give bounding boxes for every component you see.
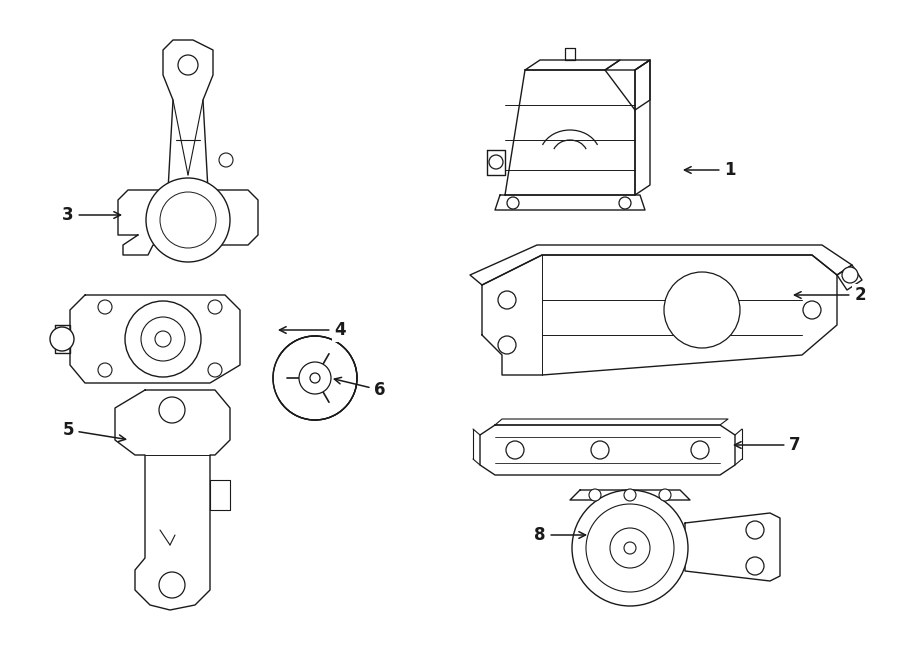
Circle shape [803, 301, 821, 319]
Circle shape [664, 272, 740, 348]
Circle shape [159, 397, 185, 423]
Polygon shape [118, 40, 258, 255]
Circle shape [498, 336, 516, 354]
Circle shape [159, 572, 185, 598]
Polygon shape [480, 425, 735, 475]
Polygon shape [482, 255, 837, 375]
Polygon shape [685, 513, 780, 581]
Circle shape [842, 267, 858, 283]
Polygon shape [605, 60, 650, 70]
Polygon shape [565, 48, 575, 60]
Circle shape [746, 521, 764, 539]
Circle shape [155, 331, 171, 347]
Circle shape [507, 197, 519, 209]
Circle shape [586, 504, 674, 592]
Circle shape [489, 155, 503, 169]
Circle shape [310, 373, 320, 383]
Polygon shape [210, 480, 230, 510]
Circle shape [591, 441, 609, 459]
Circle shape [98, 363, 112, 377]
Circle shape [146, 178, 230, 262]
Polygon shape [495, 419, 728, 425]
Text: 7: 7 [734, 436, 801, 454]
Text: 8: 8 [535, 526, 586, 544]
Polygon shape [55, 325, 70, 353]
Polygon shape [837, 265, 862, 290]
Text: 4: 4 [280, 321, 346, 339]
Text: 1: 1 [685, 161, 736, 179]
Circle shape [624, 489, 636, 501]
Circle shape [619, 197, 631, 209]
Circle shape [125, 301, 201, 377]
Text: 3: 3 [62, 206, 121, 224]
Circle shape [589, 489, 601, 501]
Circle shape [498, 291, 516, 309]
Circle shape [506, 441, 524, 459]
Circle shape [141, 317, 185, 361]
Circle shape [746, 557, 764, 575]
Polygon shape [495, 195, 645, 210]
Text: 5: 5 [62, 421, 126, 442]
Circle shape [98, 300, 112, 314]
Circle shape [208, 363, 222, 377]
Polygon shape [70, 295, 240, 383]
Circle shape [624, 542, 636, 554]
Polygon shape [115, 390, 230, 610]
Polygon shape [635, 60, 650, 110]
Polygon shape [570, 490, 690, 500]
Circle shape [610, 528, 650, 568]
Circle shape [273, 336, 357, 420]
Circle shape [178, 55, 198, 75]
Circle shape [691, 441, 709, 459]
Circle shape [659, 489, 671, 501]
Circle shape [172, 204, 204, 236]
Polygon shape [470, 245, 852, 285]
Polygon shape [487, 150, 505, 175]
Polygon shape [505, 70, 635, 195]
Circle shape [219, 153, 233, 167]
Text: 6: 6 [335, 377, 386, 399]
Circle shape [208, 300, 222, 314]
Text: 2: 2 [795, 286, 866, 304]
Circle shape [50, 327, 74, 351]
Circle shape [299, 362, 331, 394]
Circle shape [160, 192, 216, 248]
Polygon shape [635, 60, 650, 195]
Polygon shape [525, 60, 620, 70]
Circle shape [572, 490, 688, 606]
